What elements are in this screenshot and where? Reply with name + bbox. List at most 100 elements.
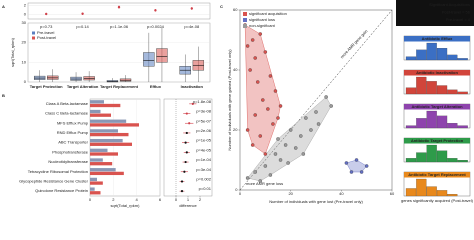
- point: [245, 44, 250, 48]
- bar: [90, 103, 121, 108]
- point: [117, 5, 121, 9]
- histogram-bar: [405, 158, 417, 163]
- category-label: Target Alteration: [67, 84, 99, 89]
- point: [344, 161, 349, 165]
- point: [293, 146, 298, 150]
- page: {"chart_data": [ {"type": "point", "pane…: [2, 0, 474, 209]
- bar: [90, 168, 116, 172]
- point: [250, 38, 255, 42]
- point: [324, 95, 328, 99]
- point: [258, 32, 263, 36]
- y-tick-label: 20: [233, 127, 238, 132]
- x-tick-label: 1: [187, 197, 190, 202]
- histogram-bar: [447, 194, 458, 197]
- p-value: p=0.0024: [147, 24, 165, 29]
- histogram-bar: [405, 56, 417, 61]
- summary-text: Pre-travel = 4: [446, 17, 471, 22]
- bar: [90, 148, 108, 152]
- y-tick-label: 60: [233, 7, 238, 12]
- legend-swatch: [243, 12, 247, 16]
- point: [354, 158, 359, 162]
- histogram-title: Antibiotic Inactivation: [416, 70, 458, 75]
- point: [273, 152, 278, 156]
- legend-label: Post-travel: [37, 35, 56, 40]
- title-strip: [404, 36, 470, 42]
- histogram-bar: [436, 115, 448, 129]
- bar: [90, 129, 118, 133]
- legend-label: non-significant: [249, 23, 276, 28]
- bar: [90, 187, 95, 191]
- point: [266, 107, 270, 111]
- title-strip: [404, 104, 470, 110]
- legend-label: Pre-travel: [37, 30, 54, 35]
- bar: [90, 177, 97, 182]
- point: [253, 170, 257, 174]
- point: [183, 170, 186, 173]
- point: [288, 128, 293, 132]
- point: [261, 98, 265, 102]
- histogram-bar: [447, 123, 458, 129]
- histogram-bar: [426, 110, 437, 129]
- bar: [90, 171, 124, 176]
- point: [314, 110, 318, 114]
- point: [180, 190, 184, 193]
- category-label: Class A Beta-lactamase: [46, 101, 89, 106]
- point: [299, 134, 303, 138]
- point: [349, 170, 354, 174]
- x-axis-label: difference: [179, 203, 197, 208]
- summary-text: Post-travel = 56: [442, 10, 471, 15]
- p-value: p=4e-08: [184, 24, 200, 29]
- panel-label: A: [2, 4, 5, 9]
- histogram-bar: [457, 91, 468, 95]
- histogram-title: Antibiotic Target Protection: [411, 138, 464, 143]
- point: [268, 173, 273, 177]
- histogram-bar: [436, 190, 448, 197]
- point: [278, 158, 283, 162]
- histogram-bar: [426, 144, 437, 163]
- legend-swatch: [32, 31, 35, 35]
- histogram-bar: [457, 58, 468, 61]
- point: [263, 164, 268, 168]
- point: [316, 122, 321, 126]
- p-value: p=3e-04: [196, 167, 212, 172]
- y-tick-label: 40: [233, 67, 238, 72]
- point: [278, 104, 283, 108]
- point: [190, 7, 193, 10]
- point: [184, 160, 187, 164]
- category-label: Target Replacement: [100, 84, 139, 89]
- x-tick-label: 6: [159, 197, 162, 202]
- point: [191, 102, 194, 105]
- y-tick-label: 0: [24, 11, 27, 16]
- point: [248, 68, 252, 72]
- summary-text: Significant Acquisitions: [429, 2, 470, 7]
- p-value: p=3e-08: [196, 109, 212, 114]
- bar: [90, 119, 127, 123]
- category-label: Glycopeptide Resistance Gene Cluster: [19, 179, 89, 184]
- bar: [90, 123, 139, 127]
- bar: [90, 113, 111, 117]
- point: [276, 137, 280, 141]
- point: [271, 122, 275, 126]
- summary-box: [396, 0, 474, 26]
- point: [263, 152, 268, 156]
- histogram-bar: [426, 42, 437, 61]
- point: [185, 151, 188, 154]
- title-strip: [404, 70, 470, 76]
- histogram-bar: [426, 81, 437, 95]
- category-label: Target Protection: [30, 84, 63, 89]
- legend-swatch: [32, 36, 35, 40]
- legend-label: significant acquisition: [249, 11, 287, 16]
- p-value: p=4e-05: [196, 147, 212, 152]
- p-value: p=0.002: [196, 177, 211, 182]
- y-tick-label: 2: [24, 2, 27, 7]
- x-tick-label: 0: [175, 197, 178, 202]
- histogram-title: Antibiotic Target Replacement: [408, 172, 466, 177]
- diagonal-note: more AMR gene loss: [246, 181, 283, 186]
- histogram-bar: [405, 87, 417, 95]
- point: [304, 116, 308, 120]
- point: [273, 89, 278, 93]
- point: [245, 176, 250, 180]
- plot-frame: [27, 2, 211, 20]
- x-axis-label: sqrt(Total_rpkm): [111, 203, 141, 208]
